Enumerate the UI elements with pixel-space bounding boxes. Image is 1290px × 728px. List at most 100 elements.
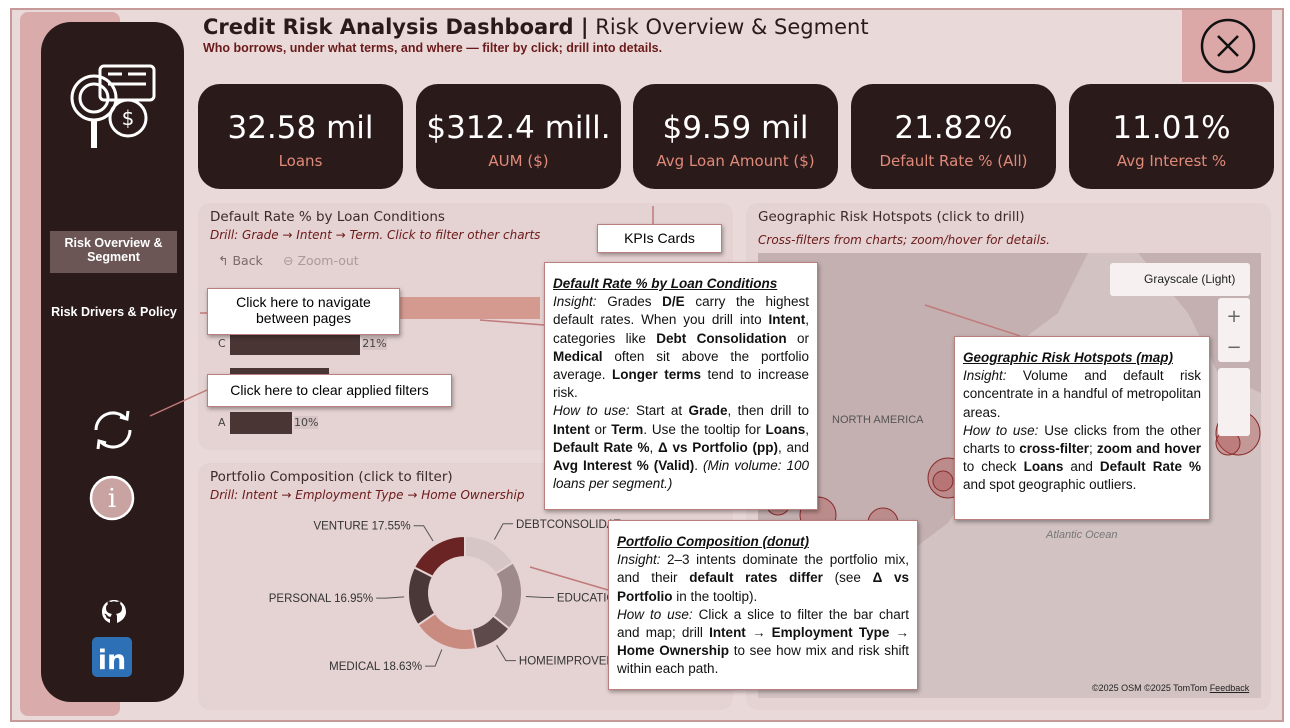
leader-line <box>493 523 514 540</box>
text-run: or <box>589 421 612 437</box>
info-icon[interactable]: i <box>88 474 136 522</box>
kpi-label: Default Rate % (All) <box>879 152 1028 170</box>
note-paragraph: How to use: Click a slice to filter the … <box>617 606 909 679</box>
svg-text:in: in <box>98 645 126 676</box>
text-run: , then drill to <box>727 403 809 419</box>
zoom-out-button[interactable]: ⊖ Zoom-out <box>283 253 359 268</box>
slice-label: PERSONAL 16.95% <box>269 593 373 605</box>
text-run: carry the highest default rates. When yo… <box>553 294 809 328</box>
italic-run: How to use: <box>553 403 630 419</box>
italic-run: How to use: <box>617 606 693 622</box>
bold-run: Loans <box>1023 459 1064 475</box>
leader-line <box>496 644 516 662</box>
kpi-value: 32.58 mil <box>227 110 374 146</box>
note-paragraph: Insight: Volume and default risk concent… <box>963 367 1201 422</box>
github-icon[interactable] <box>100 598 128 626</box>
text-run: often sit above the portfolio average. <box>553 348 809 383</box>
panel-title: Default Rate % by Loan Conditions <box>210 209 445 225</box>
slice-label: HOMEIMPROVEM <box>519 656 616 668</box>
kpi-card: $312.4 mill. AUM ($) <box>416 84 621 189</box>
nav-label[interactable]: Risk Overview & Segment <box>64 236 163 264</box>
map-label: NORTH AMERICA <box>832 414 924 426</box>
callout: Click here to clear applied filters <box>207 374 452 407</box>
refresh-icon[interactable] <box>88 405 138 455</box>
credit: ©2025 TomTom <box>1144 683 1208 693</box>
text-run: . Use the tooltip for <box>643 421 766 437</box>
text-run: , categories like <box>553 312 809 346</box>
slice-label: EDUCATION <box>557 592 624 604</box>
italic-run: Insight: <box>963 368 1007 384</box>
kpi-card: 32.58 mil Loans <box>198 84 403 189</box>
panel-title: Portfolio Composition (click to filter) <box>210 469 453 485</box>
leader-line <box>425 649 443 667</box>
bold-run: Loans <box>765 421 806 437</box>
text-run: or <box>786 330 809 346</box>
bold-run: Term <box>611 421 644 437</box>
map-style-button[interactable]: Grayscale (Light) <box>1110 263 1250 296</box>
note-paragraph: How to use: Use clicks from the other ch… <box>963 422 1201 495</box>
text-run: Start at <box>629 403 689 419</box>
feedback-link[interactable]: Feedback <box>1209 683 1250 693</box>
back-button[interactable]: ↰ Back <box>218 253 263 268</box>
text-run: . <box>694 458 703 474</box>
leader-line <box>525 595 554 598</box>
data-label: 21% <box>362 337 387 350</box>
slice-label: DEBTCONSOLIDAT <box>516 519 621 531</box>
kpi-card: 21.82% Default Rate % (All) <box>851 84 1056 189</box>
kpi-value: 21.82% <box>894 110 1013 146</box>
leader-line <box>413 525 434 542</box>
leader-line <box>376 596 405 599</box>
bold-run: Grade <box>688 403 728 419</box>
callout: KPIs Cards <box>597 224 722 253</box>
text-run: ; <box>1088 441 1097 457</box>
bold-run: Δ vs Portfolio <box>617 570 909 604</box>
bold-run: Intent → Employment Type → Home Ownershi… <box>617 625 910 659</box>
bold-run: default rates differ <box>689 570 823 586</box>
header-title: Credit Risk Analysis Dashboard | Risk Ov… <box>203 15 869 39</box>
text-run: Volume and default risk concentrate in a… <box>963 368 1201 420</box>
close-button[interactable] <box>1199 17 1257 75</box>
kpi-value: $312.4 mill. <box>426 110 611 146</box>
bold-run: Intent <box>553 421 590 437</box>
kpi-card: 11.01% Avg Interest % <box>1069 84 1274 189</box>
bold-run: Medical <box>553 348 603 364</box>
note-title: Default Rate % by Loan Conditions <box>553 276 778 291</box>
slice-label: MEDICAL 18.63% <box>329 661 422 673</box>
data-label: 10% <box>294 416 319 429</box>
italic-run: Insight: <box>617 552 661 568</box>
kpi-value: $9.59 mil <box>662 110 809 146</box>
insight-note: Geographic Risk Hotspots (map) Insight: V… <box>954 336 1210 520</box>
panel-subtitle: Drill: Intent → Employment Type → Home O… <box>210 488 525 502</box>
bold-run: Δ vs Portfolio (pp) <box>658 439 778 455</box>
linkedin-icon[interactable]: in <box>92 637 132 677</box>
kpi-label: Avg Interest % <box>1116 152 1227 170</box>
svg-text:i: i <box>108 484 116 514</box>
italic-run: (Min volume: 100 loans per segment.) <box>553 458 809 492</box>
button-label[interactable]: Zoom-out <box>297 253 359 268</box>
text-run: 2–3 intents dominate the portfolio mix, … <box>617 552 909 586</box>
italic-run: How to use: <box>963 422 1039 438</box>
text-run: , <box>649 439 659 455</box>
category-label: A <box>218 416 226 429</box>
kpi-label: Avg Loan Amount ($) <box>656 152 815 170</box>
map-credits: ©2025 OSM ©2025 TomTom Feedback <box>1092 683 1249 693</box>
page-name: Risk Overview & Segment <box>595 15 869 39</box>
note-paragraph: Insight: 2–3 intents dominate the portfo… <box>617 551 909 606</box>
category-label: C <box>218 337 226 350</box>
logo-icon: $ <box>70 64 156 148</box>
panel-subtitle: Cross-filters from charts; zoom/hover fo… <box>758 233 1050 247</box>
bold-run: Avg Interest % (Valid) <box>553 458 695 474</box>
button-label[interactable]: Grayscale (Light) <box>1144 272 1236 286</box>
nav-active[interactable]: Risk Overview & Segment <box>50 231 177 273</box>
title: Credit Risk Analysis Dashboard | <box>203 15 589 39</box>
note-title: Geographic Risk Hotspots (map) <box>963 350 1174 365</box>
text-run: in the tooltip). <box>672 588 758 604</box>
button-label[interactable]: Back <box>232 253 263 268</box>
donut-slice <box>412 534 466 579</box>
svg-text:−: − <box>1226 337 1241 358</box>
svg-text:+: + <box>1226 306 1241 327</box>
donut-chart: DEBTCONSOLIDAT EDUCATION HOMEIMPROVEM MEDIC… <box>269 519 624 673</box>
nav-label[interactable]: Risk Drivers & Policy <box>51 305 177 319</box>
text-run: tend to increase risk. <box>553 367 809 401</box>
bold-run: D/E <box>662 294 685 310</box>
